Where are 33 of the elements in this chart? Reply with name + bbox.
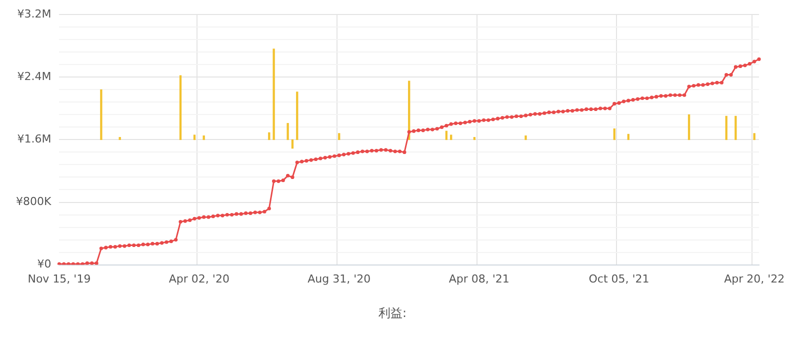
y-tick-label: ¥1.6M (17, 132, 52, 146)
x-tick-label: Aug 31, '20 (308, 272, 371, 286)
bar (753, 133, 756, 140)
bar (272, 48, 275, 140)
x-tick-label: Oct 05, '21 (588, 272, 650, 286)
x-tick-label: Apr 08, '21 (448, 272, 510, 286)
x-tick-label: Apr 20, '22 (724, 272, 785, 286)
bar (613, 128, 616, 140)
text: 利益: (378, 306, 407, 320)
bar (291, 139, 294, 149)
x-tick-label: Apr 02, '20 (168, 272, 230, 286)
bar (100, 89, 102, 140)
bar (286, 122, 289, 140)
y-tick-label: ¥0 (37, 258, 52, 271)
bar (445, 130, 448, 140)
bar (725, 116, 728, 140)
bar (202, 135, 205, 140)
bar (524, 135, 527, 140)
bar (179, 75, 182, 140)
bar (627, 134, 630, 140)
bar (473, 137, 476, 140)
y-tick-label: ¥2.4M (17, 70, 52, 84)
bar (118, 137, 121, 140)
bar (688, 114, 690, 140)
bar (193, 134, 196, 140)
bar (450, 134, 452, 140)
bar (338, 133, 340, 140)
bar (734, 116, 737, 140)
x-tick-label: Nov 15, '19 (28, 272, 91, 286)
bar (268, 132, 270, 140)
bar (296, 92, 298, 140)
y-tick-label: ¥800K (16, 195, 52, 208)
y-tick-label: ¥3.2M (17, 7, 52, 20)
